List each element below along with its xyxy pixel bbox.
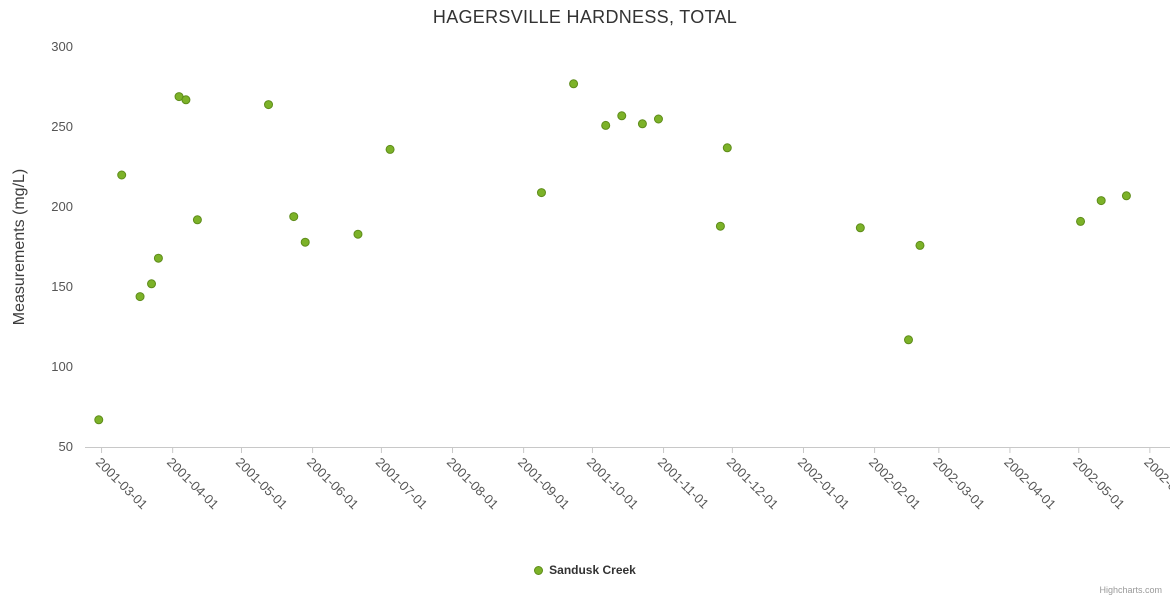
data-point[interactable] — [153, 253, 163, 263]
data-point[interactable] — [300, 237, 310, 247]
x-axis-tick-label: 2001-07-01 — [373, 455, 431, 513]
y-axis-tick-label: 150 — [51, 279, 73, 294]
data-point[interactable] — [722, 143, 732, 153]
data-point[interactable] — [289, 212, 299, 222]
legend-label: Sandusk Creek — [549, 563, 636, 577]
x-axis-tick-label: 2002-03-01 — [930, 455, 988, 513]
data-point[interactable] — [1076, 216, 1086, 226]
data-point[interactable] — [617, 111, 627, 121]
x-axis-tick-label: 2001-08-01 — [444, 455, 502, 513]
x-axis-tick-label: 2001-11-01 — [655, 455, 712, 512]
x-axis-tick-label: 2001-10-01 — [584, 455, 642, 513]
x-axis-tick-label: 2001-05-01 — [233, 455, 291, 513]
y-axis-tick-label: 250 — [51, 119, 73, 134]
chart-title: HAGERSVILLE HARDNESS, TOTAL — [432, 7, 738, 27]
data-point[interactable] — [117, 170, 127, 180]
y-axis-tick-label: 100 — [51, 359, 73, 374]
data-point[interactable] — [536, 188, 546, 198]
data-point[interactable] — [715, 221, 725, 231]
data-point[interactable] — [181, 95, 191, 105]
x-axis-tick-label: 2002-06-01 — [1141, 455, 1170, 513]
data-point[interactable] — [94, 415, 104, 425]
x-axis-tick-label: 2001-06-01 — [304, 455, 362, 513]
data-point[interactable] — [855, 223, 865, 233]
data-point[interactable] — [147, 279, 157, 289]
legend-item-sandusk-creek[interactable]: Sandusk Creek — [0, 563, 1170, 577]
x-axis-tick-label: 2001-09-01 — [515, 455, 573, 513]
legend-marker-icon — [534, 565, 544, 575]
x-axis-tick-label: 2001-04-01 — [164, 455, 222, 513]
x-axis-tick-label: 2002-02-01 — [866, 455, 924, 513]
x-axis-tick-label: 2002-05-01 — [1070, 455, 1128, 513]
data-point[interactable] — [1121, 191, 1131, 201]
y-axis-title: Measurements (mg/L) — [11, 169, 28, 326]
data-point[interactable] — [637, 119, 647, 129]
data-point[interactable] — [653, 114, 663, 124]
data-point[interactable] — [385, 144, 395, 154]
data-point[interactable] — [135, 292, 145, 302]
y-axis-tick-label: 300 — [51, 39, 73, 54]
data-point[interactable] — [353, 229, 363, 239]
x-axis-tick-label: 2001-03-01 — [93, 455, 151, 513]
data-point[interactable] — [569, 79, 579, 89]
data-point[interactable] — [1096, 196, 1106, 206]
data-point[interactable] — [915, 240, 925, 250]
data-point[interactable] — [192, 215, 202, 225]
highcharts-credits-link[interactable]: Highcharts.com — [1099, 585, 1162, 595]
y-axis-tick-label: 200 — [51, 199, 73, 214]
data-point[interactable] — [264, 100, 274, 110]
data-point[interactable] — [601, 120, 611, 130]
data-point[interactable] — [903, 335, 913, 345]
y-axis-tick-label: 50 — [59, 439, 73, 454]
x-axis-tick-label: 2002-01-01 — [795, 455, 853, 513]
x-axis-tick-label: 2001-12-01 — [724, 455, 782, 513]
x-axis-tick-label: 2002-04-01 — [1001, 455, 1059, 513]
